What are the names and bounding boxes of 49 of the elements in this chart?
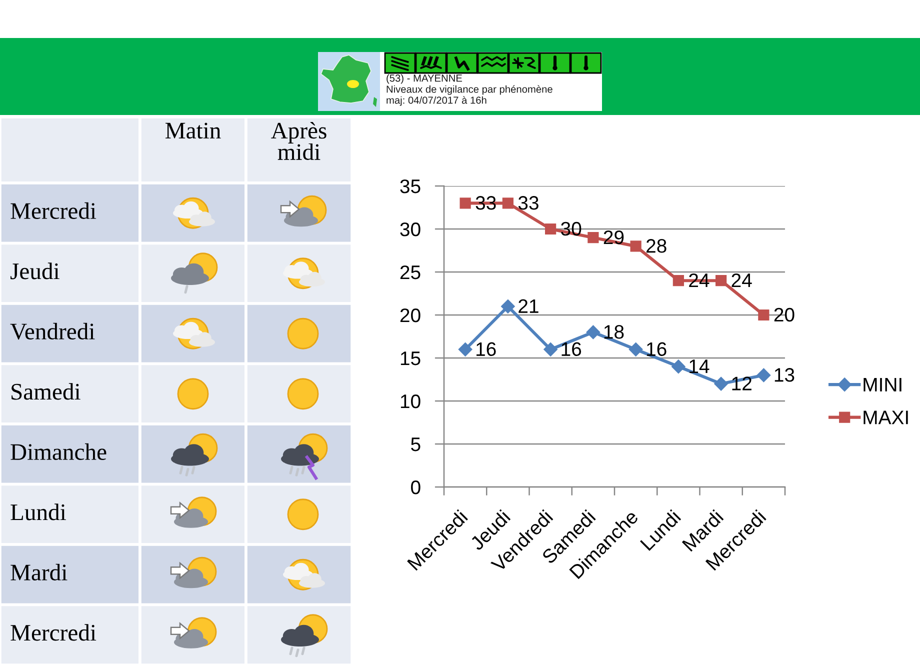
y-tick-label: 15 xyxy=(400,352,420,366)
y-tick-label: 10 xyxy=(400,394,420,408)
point xyxy=(460,198,471,209)
data-label: 24 xyxy=(732,273,752,288)
y-tick-label: 30 xyxy=(400,222,420,236)
point xyxy=(758,309,770,321)
point xyxy=(501,300,515,314)
y-tick-label: 35 xyxy=(400,179,420,194)
y-tick-label: 0 xyxy=(411,480,420,494)
category-label: Mercredi xyxy=(10,202,96,220)
data-label: 21 xyxy=(518,299,538,313)
point xyxy=(544,342,558,356)
data-label: 16 xyxy=(476,342,496,356)
text: Niveaux de vigilance par phénomène xyxy=(386,85,552,95)
data-label: 13 xyxy=(774,368,794,382)
category-label: Vendredi xyxy=(10,322,95,340)
category-label: Dimanche xyxy=(10,443,106,460)
point xyxy=(672,275,684,286)
text: maj: 04/07/2017 à 16h xyxy=(386,96,486,106)
y-tick-label: 25 xyxy=(400,265,420,280)
point xyxy=(630,240,642,252)
legend-label: MINI xyxy=(864,378,902,392)
point xyxy=(586,325,600,340)
category-label: Matin xyxy=(165,122,221,139)
point xyxy=(716,275,727,286)
text: (53) - MAYENNE xyxy=(386,74,462,84)
category-label: Jeudi xyxy=(10,262,60,280)
data-label: 18 xyxy=(604,325,624,339)
y-tick-label: 5 xyxy=(411,438,420,452)
point xyxy=(458,342,472,356)
point xyxy=(672,360,686,374)
data-label: 16 xyxy=(562,342,582,356)
point xyxy=(502,198,514,209)
data-label: 16 xyxy=(647,342,666,356)
point xyxy=(714,376,728,391)
point xyxy=(628,342,643,356)
point xyxy=(756,368,771,382)
legend-label: MAXI xyxy=(864,410,908,424)
y-tick-label: 20 xyxy=(400,308,420,322)
data-label: 33 xyxy=(518,196,538,210)
category-label: Après midi xyxy=(271,122,326,160)
data-label: 12 xyxy=(732,376,752,390)
data-label: 14 xyxy=(690,360,710,374)
category-label: Samedi xyxy=(12,383,80,400)
data-label: 20 xyxy=(774,308,794,322)
point xyxy=(545,223,556,235)
point xyxy=(588,232,599,244)
category-label: Mercredi xyxy=(10,624,96,641)
data-label: 28 xyxy=(646,239,666,253)
